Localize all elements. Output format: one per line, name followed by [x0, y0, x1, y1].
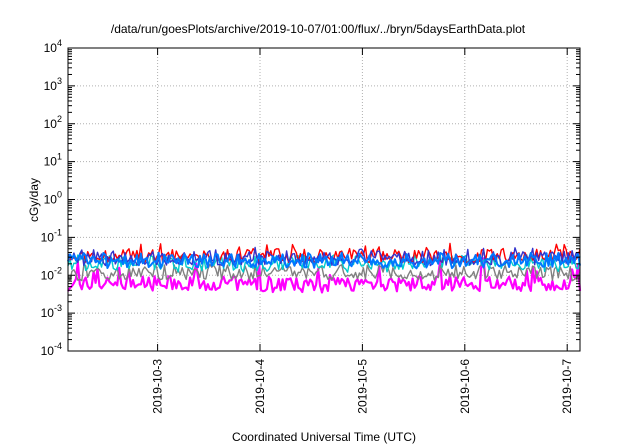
- y-axis: 10-4 10-3 10-2 10-1 100 101 102 103 104: [41, 38, 580, 358]
- y-tick-label: 10-2: [41, 265, 62, 282]
- series-line: [67, 254, 581, 273]
- x-tick-label: 2019-10-7: [560, 359, 574, 414]
- y-tick-label: 101: [44, 152, 62, 169]
- series-line: [67, 251, 581, 270]
- chart-title: /data/run/goesPlots/archive/2019-10-07/0…: [111, 22, 526, 36]
- x-tick-label: 2019-10-3: [151, 359, 165, 414]
- y-tick-label: 10-4: [41, 341, 62, 358]
- x-axis-title: Coordinated Universal Time (UTC): [232, 430, 416, 444]
- grid-lines: [68, 48, 580, 351]
- x-tick-label: 2019-10-6: [458, 359, 472, 414]
- y-tick-label: 100: [44, 190, 62, 207]
- y-tick-label: 103: [44, 76, 62, 93]
- y-axis-title: cGy/day: [27, 178, 41, 222]
- x-tick-label: 2019-10-5: [355, 359, 369, 414]
- x-axis: 2019-10-3 2019-10-4 2019-10-5 2019-10-6 2019…: [151, 48, 574, 414]
- series-line: [67, 263, 581, 282]
- y-tick-label: 104: [44, 38, 62, 55]
- y-tick-label: 10-1: [41, 227, 62, 244]
- series-line: [67, 246, 581, 267]
- data-series: [67, 242, 582, 294]
- series-line: [67, 257, 582, 294]
- y-tick-label: 102: [44, 114, 62, 131]
- x-tick-label: 2019-10-4: [253, 359, 267, 414]
- y-tick-label: 10-3: [41, 303, 62, 320]
